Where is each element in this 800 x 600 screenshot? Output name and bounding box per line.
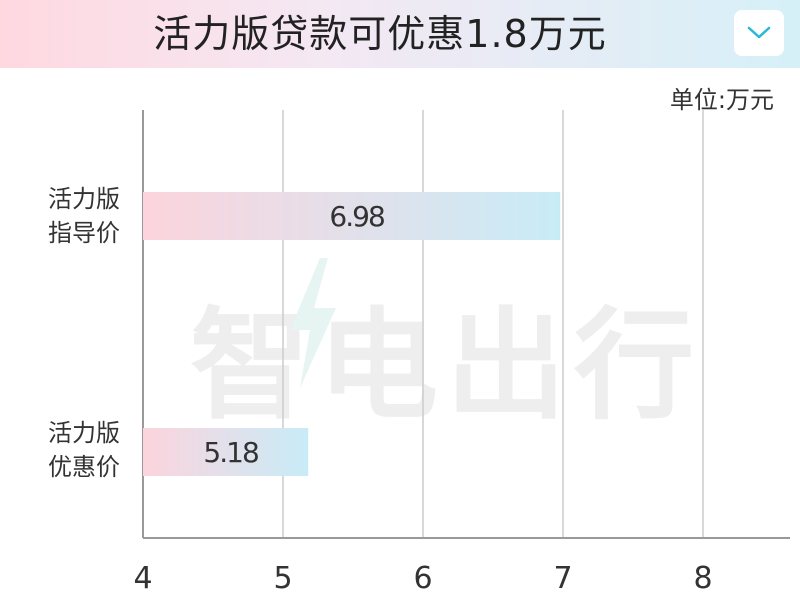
bar: [143, 192, 561, 240]
x-tick-label: 7: [553, 561, 572, 596]
watermark: 智电出行: [190, 297, 702, 436]
x-tick-label: 6: [413, 561, 432, 596]
bar-value-label: 6.98: [329, 200, 384, 233]
category-label-line: 活力版: [48, 185, 120, 213]
x-tick-label: 4: [133, 561, 152, 596]
lightning-bolt-icon: [290, 258, 336, 388]
bar-value-label: 5.18: [203, 436, 258, 469]
category-label-line: 活力版: [48, 419, 120, 447]
dropdown-button[interactable]: [734, 10, 784, 56]
chart-title: 活力版贷款可优惠1.8万元: [153, 12, 607, 56]
bar: [143, 428, 309, 476]
value-labels: 6.98 5.18: [203, 200, 386, 469]
category-label-line: 指导价: [48, 219, 120, 247]
unit-label: 单位:万元: [669, 86, 774, 114]
x-tick-label: 5: [273, 561, 292, 596]
category-label-list-price: 活力版 指导价: [20, 182, 120, 250]
header-bar: 活力版贷款可优惠1.8万元: [0, 0, 800, 68]
category-label-discount-price: 活力版 优惠价: [20, 416, 120, 484]
chevron-down-icon: [747, 26, 771, 39]
category-label-line: 优惠价: [48, 453, 120, 481]
bars: [143, 192, 561, 476]
x-axis-ticks: 4 5 6 7 8: [133, 561, 712, 596]
x-tick-label: 8: [693, 561, 712, 596]
